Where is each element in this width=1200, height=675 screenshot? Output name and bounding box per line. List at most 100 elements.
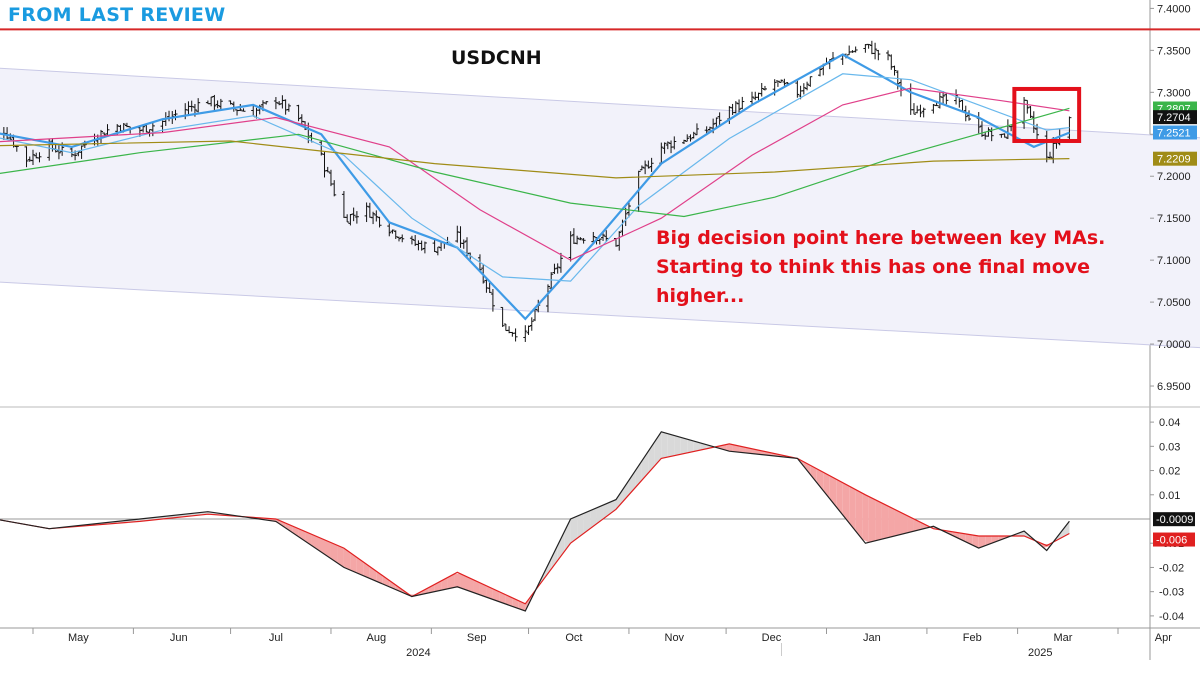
price-bar — [911, 103, 916, 115]
price-bar — [37, 152, 42, 163]
price-bar — [364, 202, 369, 223]
price-bar — [526, 325, 531, 335]
price-bar — [886, 50, 891, 61]
price-bar — [500, 306, 505, 327]
price-bar — [105, 124, 110, 135]
price-bar — [56, 144, 61, 160]
price-bar — [733, 101, 738, 114]
last-value-text: 7.2521 — [1157, 128, 1191, 140]
price-bar — [1031, 111, 1036, 133]
month-label: Feb — [963, 632, 982, 644]
month-label: Jan — [863, 632, 881, 644]
channel-lower-line — [0, 281, 1200, 349]
price-bar — [390, 229, 395, 234]
price-bar — [461, 239, 466, 249]
last-value-text: 7.2209 — [1157, 154, 1191, 166]
price-bar — [422, 241, 427, 254]
price-bar — [393, 230, 398, 239]
price-bar — [601, 232, 606, 241]
price-bar — [750, 91, 755, 105]
price-bar — [688, 134, 693, 142]
price-bar — [944, 93, 949, 105]
price-tick-label: 7.0500 — [1157, 297, 1191, 309]
moving-average-fast — [0, 53, 1070, 321]
osc-tick-label: 0.02 — [1159, 466, 1180, 478]
price-tick-label: 7.3000 — [1157, 87, 1191, 99]
price-bar — [986, 127, 991, 137]
price-bar — [691, 131, 696, 139]
price-bar — [581, 238, 586, 244]
price-tick-label: 7.1000 — [1157, 255, 1191, 267]
price-bar — [552, 263, 557, 274]
price-bar — [228, 100, 233, 105]
price-tick-label: 7.1500 — [1157, 213, 1191, 225]
year-label: 2024 — [406, 647, 430, 659]
price-bar — [591, 231, 596, 243]
price-bar — [805, 81, 810, 91]
price-bar — [853, 46, 858, 53]
osc-tick-label: -0.04 — [1159, 611, 1184, 623]
price-bar — [801, 83, 806, 95]
osc-tick-label: 0.01 — [1159, 490, 1180, 502]
price-bar — [762, 85, 767, 91]
osc-tick-label: -0.03 — [1159, 587, 1184, 599]
annotation-line-3: higher... — [656, 285, 745, 307]
price-bar — [808, 76, 813, 87]
price-bar — [1028, 106, 1033, 118]
price-bar — [1025, 99, 1030, 114]
price-bar — [578, 237, 583, 241]
price-bar — [694, 123, 699, 136]
price-bar — [873, 42, 878, 60]
osc-tick-label: 0.03 — [1159, 441, 1180, 453]
osc-last-value-tag — [1153, 532, 1195, 547]
price-bar — [264, 101, 269, 105]
osc-last-value-text: -0.006 — [1156, 535, 1187, 547]
price-bar — [14, 145, 19, 152]
month-label: Oct — [565, 632, 582, 644]
last-value-text: 7.2704 — [1157, 112, 1191, 124]
moving-average-ma100 — [0, 107, 1070, 218]
price-bar — [782, 78, 787, 86]
price-bar — [150, 122, 155, 137]
price-bar — [639, 165, 644, 171]
price-bar — [286, 103, 291, 112]
price-bar — [575, 235, 580, 245]
analyst-annotation: Big decision point here between key MAs.… — [656, 224, 1176, 311]
price-bar — [490, 288, 495, 312]
price-bar — [24, 146, 29, 168]
price-bar — [325, 166, 330, 173]
price-bar — [617, 231, 622, 251]
price-bar — [597, 238, 602, 245]
price-bar — [351, 207, 356, 222]
price-bar — [409, 235, 414, 245]
price-tick-label: 7.0000 — [1157, 339, 1191, 351]
price-bar — [257, 104, 262, 115]
annotation-line-2: Starting to think this has one final mov… — [656, 256, 1091, 278]
oscillator-slow-line — [0, 443, 1070, 605]
month-label: Apr — [1155, 632, 1172, 644]
price-bar — [400, 234, 405, 243]
last-value-tag — [1153, 110, 1197, 125]
price-bar — [921, 107, 926, 118]
price-bar — [296, 104, 301, 122]
moving-average-ma50 — [0, 87, 1070, 261]
price-bar — [212, 94, 217, 111]
price-bar — [173, 109, 178, 121]
price-bar — [549, 272, 554, 291]
price-bar — [759, 82, 764, 97]
annotation-line-1: Big decision point here between key MAs. — [656, 227, 1106, 249]
price-bar — [1067, 116, 1072, 143]
price-bar — [196, 98, 201, 113]
price-bar — [396, 236, 401, 242]
last-value-tag — [1153, 151, 1197, 166]
moving-average-mid — [0, 73, 1070, 282]
price-bar — [79, 145, 84, 159]
price-bar — [241, 108, 246, 112]
price-bar — [487, 282, 492, 293]
price-bar — [387, 222, 392, 237]
from-last-review-banner: FROM LAST REVIEW — [8, 4, 226, 26]
osc-tick-label: -0.02 — [1159, 562, 1184, 574]
month-label: Nov — [665, 632, 685, 644]
osc-last-value-tag — [1153, 512, 1195, 527]
